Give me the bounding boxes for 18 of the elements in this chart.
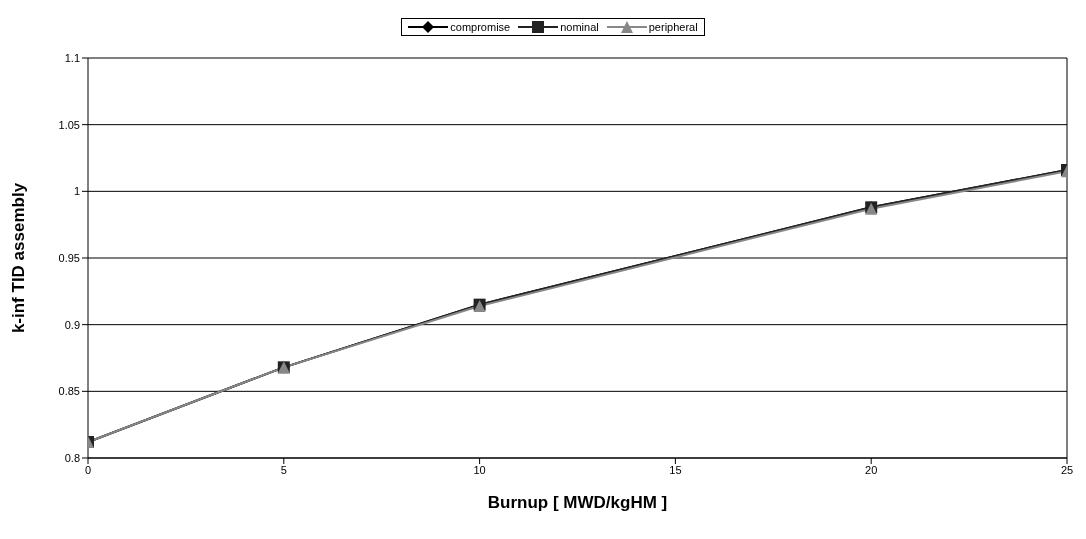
y-tick-label: 1.05: [58, 118, 80, 131]
legend-label: peripheral: [647, 21, 698, 33]
x-tick-label: 5: [280, 463, 287, 476]
y-axis-title: k-inf TID assembly: [9, 182, 29, 334]
y-tick-label: 1: [73, 185, 80, 198]
x-tick-label: 15: [669, 463, 682, 476]
y-tick-label: 0.95: [58, 251, 80, 264]
legend-label: nominal: [559, 21, 599, 33]
x-axis-title: Burnup [ MWD/kgHM ]: [487, 493, 668, 512]
y-tick-label: 0.85: [58, 385, 80, 398]
legend-label: compromise: [449, 21, 511, 33]
y-tick-label: 1.1: [64, 51, 80, 64]
x-tick-label: 20: [865, 463, 878, 476]
y-tick-label: 0.9: [64, 318, 80, 331]
x-tick-label: 10: [473, 463, 486, 476]
x-tick-label: 25: [1060, 463, 1074, 476]
y-tick-label: 0.8: [64, 451, 80, 464]
x-tick-label: 0: [84, 463, 92, 476]
